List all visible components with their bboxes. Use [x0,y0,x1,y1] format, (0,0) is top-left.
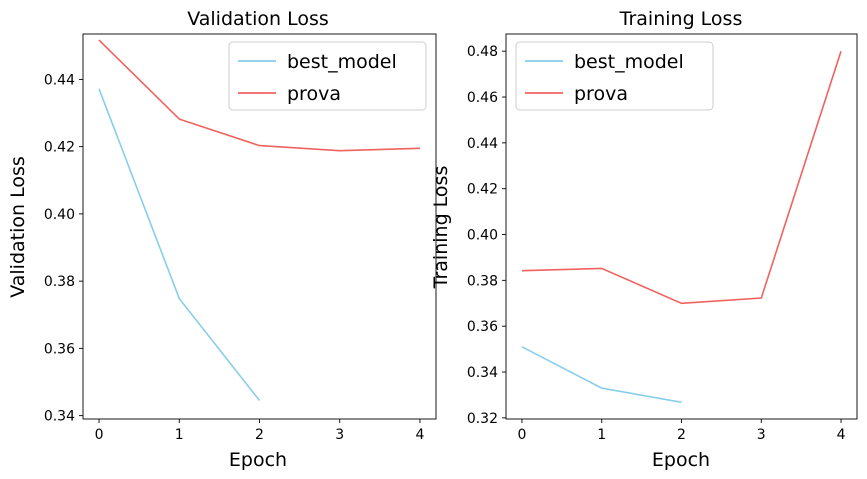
x-tick-label: 4 [415,427,424,443]
y-tick-label: 0.34 [44,409,75,425]
y-tick-label: 0.42 [44,140,75,156]
plot-area: 0 1 2 3 4 0.34 0.36 0.38 0.40 0.42 0.44 best_modelp… [44,33,437,443]
x-tick-label: 0 [517,427,526,443]
legend-box [515,41,714,111]
chart-title: Training Loss [619,8,743,30]
legend-label: best_model [574,51,684,73]
legend-label: prova [287,83,341,105]
y-tick-label: 0.44 [467,136,498,152]
x-axis-label: Epoch [652,449,710,471]
y-axis-label: Validation Loss [7,156,29,298]
y-tick-label: 0.44 [44,72,75,88]
series-line-prova [98,39,421,152]
x-axis-label: Epoch [229,449,287,471]
x-tick-label: 4 [837,427,846,443]
x-tick-label: 1 [597,427,606,443]
y-tick-label: 0.36 [44,341,75,357]
y-tick-label: 0.36 [467,319,498,335]
legend-label: best_model [287,51,397,73]
validation-loss-chart: Validation Loss Epoch Validation Loss 0 1… [7,8,437,471]
legend-box [228,41,427,111]
x-tick-label: 3 [335,427,344,443]
y-tick-label: 0.40 [467,228,498,244]
x-tick-label: 2 [677,427,686,443]
y-tick-label: 0.38 [467,273,498,289]
x-tick-label: 0 [95,427,104,443]
legend-label: prova [574,83,628,105]
y-tick-label: 0.40 [44,207,75,223]
y-axis-label: Training Loss [430,166,452,290]
x-tick-label: 3 [757,427,766,443]
series-line-best_model [521,346,682,404]
x-tick-label: 1 [175,427,184,443]
plot-area: 0 1 2 3 4 0.32 0.34 0.36 0.38 0.40 0.42 0.44 0.46 0.4… [467,33,858,443]
series-line-prova [521,50,842,305]
y-tick-label: 0.38 [44,274,75,290]
training-loss-chart: Training Loss Epoch Training Loss 0 1 2 3 40… [430,8,858,471]
y-tick-label: 0.48 [467,44,498,60]
series-line-best_model [98,88,261,401]
y-tick-label: 0.46 [467,90,498,106]
y-tick-label: 0.34 [467,365,498,381]
y-tick-label: 0.32 [467,411,498,427]
x-tick-label: 2 [255,427,264,443]
y-tick-label: 0.42 [467,182,498,198]
chart-title: Validation Loss [187,8,329,30]
